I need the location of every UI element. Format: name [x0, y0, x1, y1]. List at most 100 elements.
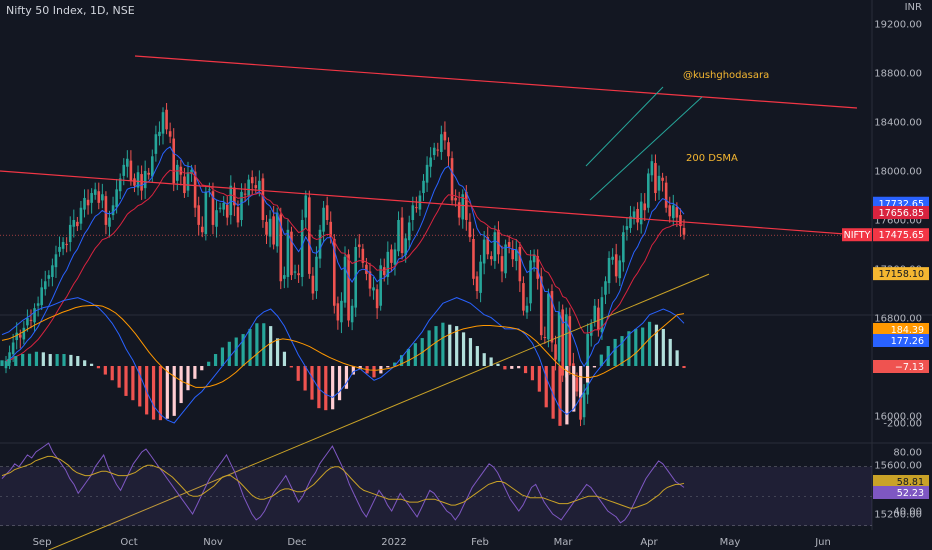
candle-body	[208, 189, 211, 191]
candle-body	[332, 238, 336, 306]
candle-body	[258, 180, 261, 190]
candle-body	[429, 157, 432, 167]
macd-hist-bar	[461, 332, 466, 366]
candle-body	[129, 160, 133, 181]
candle-body	[586, 333, 589, 395]
macd-hist-bar	[592, 366, 597, 368]
macd-badge-value: −7.13	[895, 362, 924, 373]
candle-body	[393, 249, 397, 265]
candle-body	[8, 352, 11, 363]
candle-body	[382, 267, 386, 276]
macd-hist-bar	[337, 366, 342, 401]
candle-body	[525, 305, 529, 313]
candle-body	[554, 344, 557, 360]
macd-hist-bar	[331, 366, 335, 410]
candle-body	[529, 260, 532, 304]
candle-body	[450, 158, 454, 201]
macd-badge-bg	[873, 360, 929, 373]
candle-body	[482, 239, 486, 264]
rsi-badge-value: 58.81	[897, 477, 924, 488]
rsi-badge: 52.23	[873, 486, 929, 499]
macd-hist-bar	[303, 366, 307, 391]
candle-body	[668, 205, 672, 217]
candle-body	[625, 226, 629, 230]
rsi-axis-tick: 40.00	[893, 507, 922, 518]
macd-hist-bar	[427, 330, 431, 366]
candle-body	[647, 173, 650, 208]
candle-body	[511, 248, 515, 260]
candle-body	[411, 205, 415, 220]
rsi-badge-bg	[873, 486, 929, 499]
candle-body	[325, 205, 329, 220]
macd-badge: 184.39	[873, 323, 929, 336]
candle-body	[315, 256, 318, 292]
price-badge-bg	[873, 228, 929, 242]
candle-body	[522, 283, 525, 311]
rsi-line	[1, 442, 685, 524]
time-axis-tick: Jun	[814, 537, 831, 548]
candle-body	[272, 216, 275, 245]
macd-hist-bar	[496, 363, 500, 366]
macd-hist-bar	[503, 366, 507, 370]
candle-body	[18, 334, 22, 338]
candle-body	[661, 177, 664, 181]
macd-hist-bar	[83, 360, 87, 366]
macd-hist-bar	[579, 366, 583, 398]
macd-hist-bar	[372, 366, 376, 378]
candle-body	[397, 220, 400, 252]
candle-body	[550, 291, 554, 343]
candle-body	[629, 216, 632, 228]
candle-body	[375, 289, 379, 309]
price-badge-label-bg	[842, 228, 872, 242]
macd-badge: −7.13	[873, 360, 929, 373]
candle-body	[368, 271, 372, 289]
macd-hist-bar	[510, 366, 514, 369]
candle-body	[607, 257, 611, 284]
candle-body	[318, 229, 322, 259]
macd-hist-bar	[599, 354, 603, 366]
candle-body	[222, 202, 225, 210]
candle-body	[86, 199, 90, 206]
candle-body	[390, 249, 393, 263]
candle-body	[600, 297, 604, 333]
candle-body	[643, 203, 647, 211]
macd-badge-bg	[873, 323, 929, 336]
macd-hist-bar	[76, 356, 80, 366]
price-badge-bg	[873, 206, 929, 220]
candle-body	[240, 191, 243, 220]
macd-hist-bar	[620, 336, 624, 366]
time-axis-tick: Dec	[287, 537, 306, 548]
candle-body	[297, 273, 300, 276]
price-axis-tick: 18800.00	[874, 69, 922, 80]
macd-hist-bar	[482, 353, 486, 366]
macd-hist-bar	[310, 366, 314, 400]
macd-hist-bar	[48, 354, 52, 366]
candle-body	[415, 207, 418, 209]
candle-body	[568, 316, 572, 366]
macd-hist-bar	[434, 326, 438, 366]
candle-body	[165, 109, 168, 130]
price-badge-value: 17158.10	[879, 269, 924, 280]
candle-body	[200, 226, 204, 233]
time-axis-tick: Mar	[554, 537, 574, 548]
candle-body	[193, 171, 197, 208]
candle-body	[518, 246, 522, 282]
candle-body	[93, 189, 97, 195]
macd-hist-bar	[200, 366, 204, 371]
candle-body	[161, 112, 165, 134]
macd-hist-bar	[179, 366, 183, 404]
candle-body	[51, 265, 54, 277]
candle-body	[461, 194, 465, 220]
candle-body	[54, 254, 58, 268]
candle-body	[454, 197, 457, 201]
candle-body	[76, 221, 79, 227]
candle-body	[218, 207, 222, 209]
macd-hist-bar	[641, 327, 645, 366]
candle-body	[422, 180, 425, 194]
candle-body	[654, 163, 657, 194]
macd-hist-bar	[96, 366, 101, 369]
candle-body	[33, 308, 36, 323]
macd-hist-bar	[124, 366, 128, 396]
candle-body	[679, 215, 682, 227]
